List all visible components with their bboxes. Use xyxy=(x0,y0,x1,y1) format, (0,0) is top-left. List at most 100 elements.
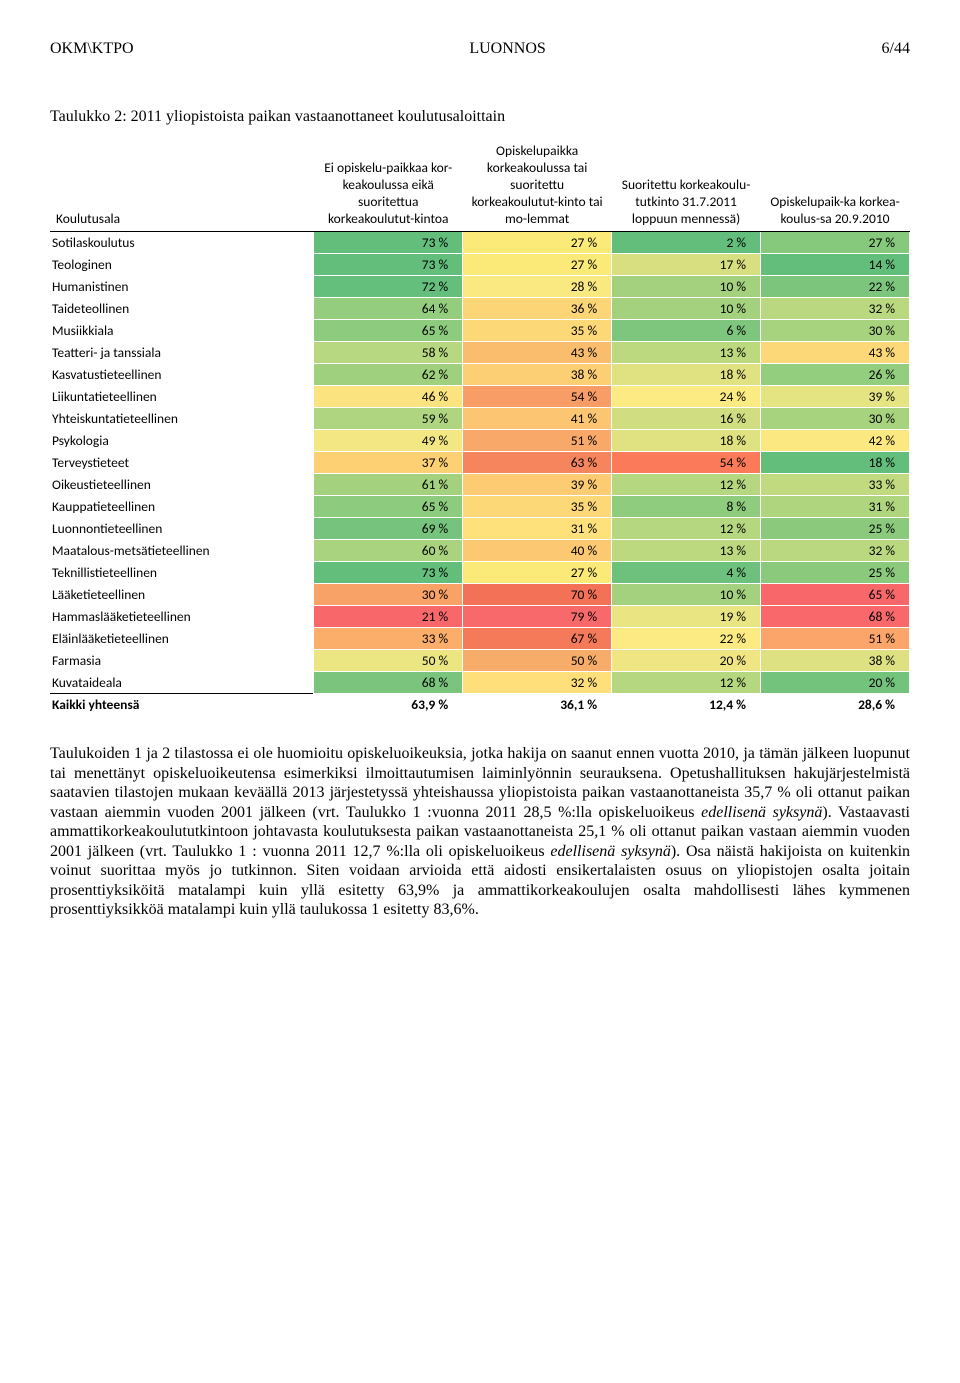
table-cell: 10 % xyxy=(612,276,761,298)
col-header-4: Opiskelupaik-ka korkea-koulus-sa 20.9.20… xyxy=(761,138,910,232)
table-cell: 2 % xyxy=(612,232,761,254)
table-row: Lääketieteellinen30 %70 %10 %65 % xyxy=(50,584,910,606)
table-cell: 43 % xyxy=(463,342,612,364)
table-row: Maatalous-metsätieteellinen60 %40 %13 %3… xyxy=(50,540,910,562)
table-cell: 22 % xyxy=(612,628,761,650)
table-cell: 67 % xyxy=(463,628,612,650)
row-label: Kauppatieteellinen xyxy=(50,496,314,518)
table-row: Hammaslääketieteellinen21 %79 %19 %68 % xyxy=(50,606,910,628)
table-cell: 4 % xyxy=(612,562,761,584)
table-cell: 25 % xyxy=(761,518,910,540)
table-cell: 18 % xyxy=(612,430,761,452)
table-cell: 26 % xyxy=(761,364,910,386)
table-cell: 69 % xyxy=(314,518,463,540)
table-row: Teatteri- ja tanssiala58 %43 %13 %43 % xyxy=(50,342,910,364)
table-row: Kuvataideala68 %32 %12 %20 % xyxy=(50,672,910,694)
row-label: Humanistinen xyxy=(50,276,314,298)
table-row: Eläinlääketieteellinen33 %67 %22 %51 % xyxy=(50,628,910,650)
table-cell: 31 % xyxy=(761,496,910,518)
row-label: Liikuntatieteellinen xyxy=(50,386,314,408)
table-cell: 33 % xyxy=(314,628,463,650)
table-cell: 18 % xyxy=(761,452,910,474)
table-cell: 19 % xyxy=(612,606,761,628)
table-cell: 61 % xyxy=(314,474,463,496)
table-cell: 28 % xyxy=(463,276,612,298)
row-label: Taideteollinen xyxy=(50,298,314,320)
table-row: Humanistinen72 %28 %10 %22 % xyxy=(50,276,910,298)
table-cell: 51 % xyxy=(463,430,612,452)
table-cell: 72 % xyxy=(314,276,463,298)
table-cell: 13 % xyxy=(612,540,761,562)
table-cell: 30 % xyxy=(314,584,463,606)
table-cell: 50 % xyxy=(463,650,612,672)
row-label: Oikeustieteellinen xyxy=(50,474,314,496)
table-cell: 65 % xyxy=(314,496,463,518)
table-cell: 16 % xyxy=(612,408,761,430)
table-cell: 79 % xyxy=(463,606,612,628)
table-cell: 20 % xyxy=(761,672,910,694)
table-cell: 40 % xyxy=(463,540,612,562)
table-cell: 73 % xyxy=(314,562,463,584)
row-label: Eläinlääketieteellinen xyxy=(50,628,314,650)
table-title: Taulukko 2: 2011 yliopistoista paikan va… xyxy=(50,108,910,126)
table-cell: 32 % xyxy=(761,298,910,320)
table-cell: 8 % xyxy=(612,496,761,518)
row-label: Farmasia xyxy=(50,650,314,672)
table-cell: 41 % xyxy=(463,408,612,430)
table-cell: 12 % xyxy=(612,518,761,540)
row-label: Terveystieteet xyxy=(50,452,314,474)
table-cell: 39 % xyxy=(761,386,910,408)
row-label: Teologinen xyxy=(50,254,314,276)
table-cell: 68 % xyxy=(761,606,910,628)
table-cell: 31 % xyxy=(463,518,612,540)
table-cell: 28,6 % xyxy=(761,694,910,716)
col-header-3: Suoritettu korkeakoulu-tutkinto 31.7.201… xyxy=(612,138,761,232)
table-cell: 65 % xyxy=(761,584,910,606)
table-cell: 12 % xyxy=(612,474,761,496)
table-row: Musiikkiala65 %35 %6 %30 % xyxy=(50,320,910,342)
row-label: Luonnontieteellinen xyxy=(50,518,314,540)
table-total-row: Kaikki yhteensä63,9 %36,1 %12,4 %28,6 % xyxy=(50,694,910,716)
table-cell: 35 % xyxy=(463,320,612,342)
table-cell: 27 % xyxy=(463,254,612,276)
para-italic-2: edellisenä syksynä xyxy=(550,843,670,860)
row-label: Kuvataideala xyxy=(50,672,314,694)
header-right: 6/44 xyxy=(882,40,910,58)
table-cell: 17 % xyxy=(612,254,761,276)
body-paragraph: Taulukoiden 1 ja 2 tilastossa ei ole huo… xyxy=(50,744,910,920)
table-cell: 39 % xyxy=(463,474,612,496)
table-cell: 36 % xyxy=(463,298,612,320)
table-cell: 63 % xyxy=(463,452,612,474)
table-cell: 64 % xyxy=(314,298,463,320)
para-italic-1: edellisenä syksynä xyxy=(701,804,822,821)
table-cell: 36,1 % xyxy=(463,694,612,716)
row-label: Teatteri- ja tanssiala xyxy=(50,342,314,364)
table-cell: 54 % xyxy=(612,452,761,474)
table-cell: 25 % xyxy=(761,562,910,584)
table-cell: 38 % xyxy=(761,650,910,672)
table-cell: 27 % xyxy=(463,232,612,254)
col-header-1: Ei opiskelu-paikkaa kor-keakoulussa eikä… xyxy=(314,138,463,232)
col-header-0: Koulutusala xyxy=(50,138,314,232)
table-cell: 68 % xyxy=(314,672,463,694)
table-cell: 10 % xyxy=(612,584,761,606)
table-row: Farmasia50 %50 %20 %38 % xyxy=(50,650,910,672)
table-cell: 62 % xyxy=(314,364,463,386)
row-label: Sotilaskoulutus xyxy=(50,232,314,254)
row-label: Maatalous-metsätieteellinen xyxy=(50,540,314,562)
row-label: Musiikkiala xyxy=(50,320,314,342)
table-cell: 30 % xyxy=(761,320,910,342)
table-cell: 12,4 % xyxy=(612,694,761,716)
row-label: Kaikki yhteensä xyxy=(50,694,314,716)
row-label: Psykologia xyxy=(50,430,314,452)
table-cell: 51 % xyxy=(761,628,910,650)
table-row: Kauppatieteellinen65 %35 %8 %31 % xyxy=(50,496,910,518)
row-label: Hammaslääketieteellinen xyxy=(50,606,314,628)
table-cell: 50 % xyxy=(314,650,463,672)
table-cell: 18 % xyxy=(612,364,761,386)
table-cell: 73 % xyxy=(314,232,463,254)
table-cell: 32 % xyxy=(761,540,910,562)
table-cell: 20 % xyxy=(612,650,761,672)
table-cell: 35 % xyxy=(463,496,612,518)
table-cell: 43 % xyxy=(761,342,910,364)
